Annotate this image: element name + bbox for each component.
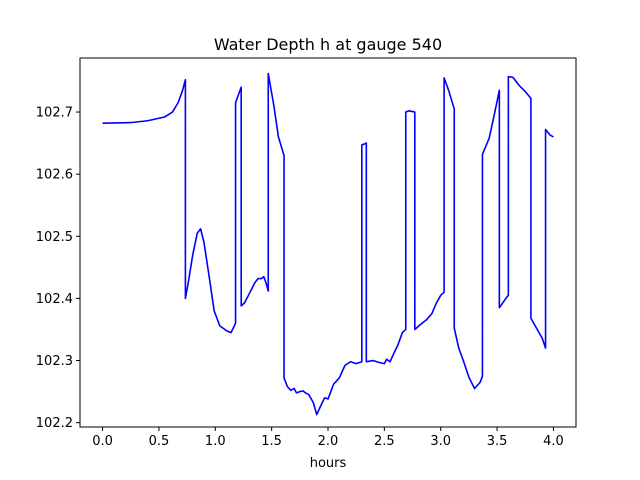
- x-tick-label: 2.5: [374, 434, 395, 449]
- x-tick-label: 1.5: [261, 434, 282, 449]
- x-tick-label: 1.0: [205, 434, 226, 449]
- y-tick-label: 102.3: [36, 354, 73, 369]
- x-tick-label: 3.5: [487, 434, 508, 449]
- x-tick-label: 0.5: [149, 434, 170, 449]
- x-tick-label: 3.0: [430, 434, 451, 449]
- plot-frame: [79, 57, 577, 428]
- chart-title: Water Depth h at gauge 540: [214, 35, 442, 54]
- y-tick-label: 102.5: [36, 230, 73, 245]
- y-tick-label: 102.7: [36, 106, 73, 121]
- y-tick-label: 102.6: [36, 168, 73, 183]
- x-axis-label: hours: [310, 456, 347, 471]
- x-tick-label: 2.0: [318, 434, 339, 449]
- x-tick-label: 0.0: [92, 434, 113, 449]
- y-tick-label: 102.4: [36, 292, 73, 307]
- y-axis: 102.2 102.3 102.4 102.5 102.6 102.7: [36, 106, 80, 431]
- y-tick-label: 102.2: [36, 416, 73, 431]
- x-tick-label: 4.0: [543, 434, 564, 449]
- series-line-0: [102, 72, 554, 416]
- x-axis: 0.0 0.5 1.0 1.5 2.0 2.5 3.0 3.5 4.0: [92, 427, 564, 449]
